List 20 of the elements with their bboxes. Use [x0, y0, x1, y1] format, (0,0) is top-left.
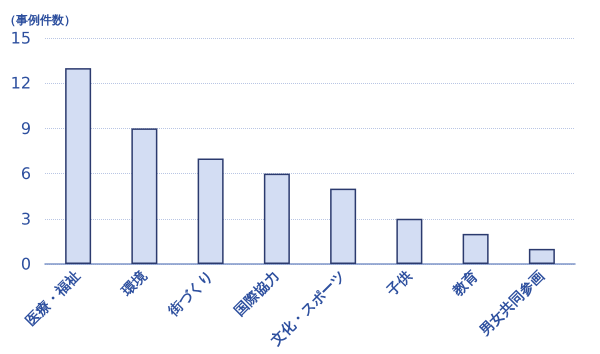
x-tick-label: 子供	[383, 268, 416, 300]
y-axis-title: （事例件数）	[4, 13, 76, 27]
bar	[264, 174, 290, 264]
y-tick-label: 9	[20, 118, 31, 138]
y-tick-label: 6	[20, 164, 31, 184]
bar	[330, 188, 356, 264]
bar	[131, 128, 158, 264]
x-tick-label: 国際協力	[232, 268, 283, 320]
y-tick-label: 3	[20, 209, 31, 228]
bar	[462, 234, 489, 264]
bar	[528, 248, 555, 264]
y-tick-label: 12	[10, 74, 31, 93]
x-tick-label: 教育	[448, 268, 482, 300]
y-tick-label: 15	[10, 28, 31, 48]
bar	[65, 68, 92, 264]
bar	[198, 158, 224, 264]
x-tick-label: 街づくり	[164, 268, 216, 320]
bar	[396, 218, 422, 264]
y-tick-label: 0	[20, 254, 31, 274]
x-tick-label: 環境	[118, 266, 151, 300]
